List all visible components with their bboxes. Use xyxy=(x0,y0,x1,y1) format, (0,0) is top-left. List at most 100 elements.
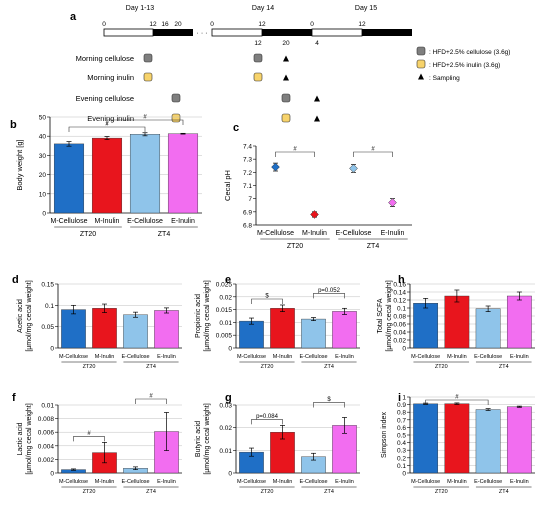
y-axis-label: Total SCFA xyxy=(377,298,384,333)
feeding-time-12: 12 xyxy=(254,40,262,47)
significance-label: # xyxy=(371,147,375,153)
significance-bracket xyxy=(106,119,184,125)
bar-e-cellulose xyxy=(301,318,326,349)
y-tick-label: 10 xyxy=(39,191,47,198)
y-tick-label: 0.02 xyxy=(393,338,406,345)
panel-label-b: b xyxy=(10,119,17,131)
y-tick-label: 0.12 xyxy=(393,298,406,305)
panel-label-g: g xyxy=(225,392,232,404)
row-label-morning-cellulose: Morning cellulose xyxy=(76,54,134,63)
x-tick-label: E-Cellulose xyxy=(121,479,149,485)
row-label-evening-cellulose: Evening cellulose xyxy=(76,94,134,103)
y-tick-label: 0.9 xyxy=(397,402,406,409)
y-axis-label: Body weight [g] xyxy=(15,139,24,190)
y-tick-label: 0.01 xyxy=(219,320,232,327)
pellet-cellulose-icon xyxy=(253,53,263,63)
x-tick-label: M-Inulin xyxy=(273,354,293,360)
light-phase-day1 xyxy=(103,28,154,37)
point-m-inulin xyxy=(310,210,319,219)
tick-day1-0: 0 xyxy=(102,21,106,28)
y-tick-label: 0.03 xyxy=(219,403,232,410)
x-tick-label: E-Cellulose xyxy=(121,354,149,360)
x-tick-label: M-Inulin xyxy=(95,354,115,360)
y-tick-label: 0 xyxy=(402,346,406,353)
significance-label: # xyxy=(293,147,297,153)
significance-bracket xyxy=(73,436,105,442)
y-tick-label: 0.02 xyxy=(219,425,232,432)
y-tick-label: 6.9 xyxy=(243,209,252,216)
x-tick-label: M-Inulin xyxy=(302,230,327,237)
bar-e-cellulose xyxy=(475,409,501,474)
y-tick-label: 0.005 xyxy=(216,333,233,340)
legend-inulin-icon xyxy=(416,59,426,69)
bar-e-inulin xyxy=(506,406,532,474)
significance-bracket xyxy=(425,399,489,405)
significance-label: p=0.084 xyxy=(256,414,279,420)
legend-cellulose-label: : HFD+2.5% cellulose (3.6g) xyxy=(429,49,510,56)
panel-label-i: i xyxy=(398,392,401,404)
bar-e-inulin xyxy=(506,295,532,349)
tick-day15-12: 12 xyxy=(358,21,366,28)
group-label-zt4: ZT4 xyxy=(146,489,156,495)
day-label-15: Day 15 xyxy=(355,5,377,12)
y-tick-label: 0.015 xyxy=(216,307,233,314)
panel-b: b 0 10 20 30 40 50 Body weight [g] M-Cellulose M-… xyxy=(10,115,202,238)
y-tick-label: 0.15 xyxy=(41,282,54,289)
y-tick-label: 0.1 xyxy=(45,303,54,310)
x-tick-label: E-Inulin xyxy=(510,354,529,360)
dark-phase-day14 xyxy=(262,29,312,36)
y-axis-unit-label: [µmol/mg cecal weight] xyxy=(26,403,33,474)
significance-bracket xyxy=(135,398,167,404)
x-tick-label: E-Cellulose xyxy=(299,479,327,485)
x-tick-label: M-Cellulose xyxy=(411,479,440,485)
x-tick-label: M-Cellulose xyxy=(59,479,88,485)
pellet-inulin-icon xyxy=(281,113,291,123)
bar-m-cellulose xyxy=(413,403,439,474)
y-tick-label: 0.02 xyxy=(219,294,232,301)
bar-m-cellulose xyxy=(239,320,264,349)
tick-day1-20: 20 xyxy=(174,21,182,28)
y-tick-label: 0.004 xyxy=(38,443,55,450)
x-tick-label: E-Inulin xyxy=(171,218,195,225)
dark-phase-day1 xyxy=(153,29,193,36)
group-label-zt4: ZT4 xyxy=(324,364,334,370)
bar-m-inulin xyxy=(444,295,470,349)
y-tick-label: 0 xyxy=(42,211,46,218)
y-tick-label: 0.01 xyxy=(41,403,54,410)
pellet-cellulose-icon xyxy=(171,93,181,103)
tick-day1-16: 16 xyxy=(161,21,169,28)
panel-h: h 00.020.040.060.080.10.120.140.16 Total S… xyxy=(377,274,535,370)
light-phase-day14 xyxy=(211,28,263,37)
x-tick-label: E-Inulin xyxy=(335,354,354,360)
y-tick-label: 0 xyxy=(50,471,54,478)
tick-day14-12: 12 xyxy=(258,21,266,28)
point-e-inulin xyxy=(388,198,397,207)
panel-label-e: e xyxy=(225,274,231,286)
x-tick-label: E-Cellulose xyxy=(474,354,502,360)
y-tick-label: 0.4 xyxy=(397,440,406,447)
group-label-zt20: ZT20 xyxy=(261,489,274,495)
y-tick-label: 0.2 xyxy=(397,455,406,462)
row-label-evening-inulin: Evening inulin xyxy=(87,114,134,123)
row-label-morning-inulin: Morning inulin xyxy=(87,73,134,82)
y-axis-label: Butyric acid xyxy=(195,421,202,457)
group-label-zt4: ZT4 xyxy=(499,489,509,495)
significance-label: # xyxy=(149,394,153,400)
sampling-triangle-icon xyxy=(283,55,289,62)
pellet-inulin-icon xyxy=(171,113,181,123)
panel-i: i 00.10.20.30.40.50.60.70.80.91 Simpson in… xyxy=(381,392,535,495)
sampling-triangle-icon xyxy=(283,74,289,81)
group-label-zt20: ZT20 xyxy=(287,243,303,250)
y-axis-label: Acetic acid xyxy=(17,299,24,333)
x-tick-label: E-Cellulose xyxy=(127,218,163,225)
y-tick-label: 0 xyxy=(228,346,232,353)
y-tick-label: 7.4 xyxy=(243,144,252,151)
significance-label: # xyxy=(143,115,147,121)
x-tick-label: M-Cellulose xyxy=(51,218,88,225)
y-tick-label: 20 xyxy=(39,172,47,179)
group-label-zt4: ZT4 xyxy=(367,243,380,250)
tick-day1-12: 12 xyxy=(149,21,157,28)
bar-e-cellulose xyxy=(475,308,501,349)
x-tick-label: M-Inulin xyxy=(273,479,293,485)
